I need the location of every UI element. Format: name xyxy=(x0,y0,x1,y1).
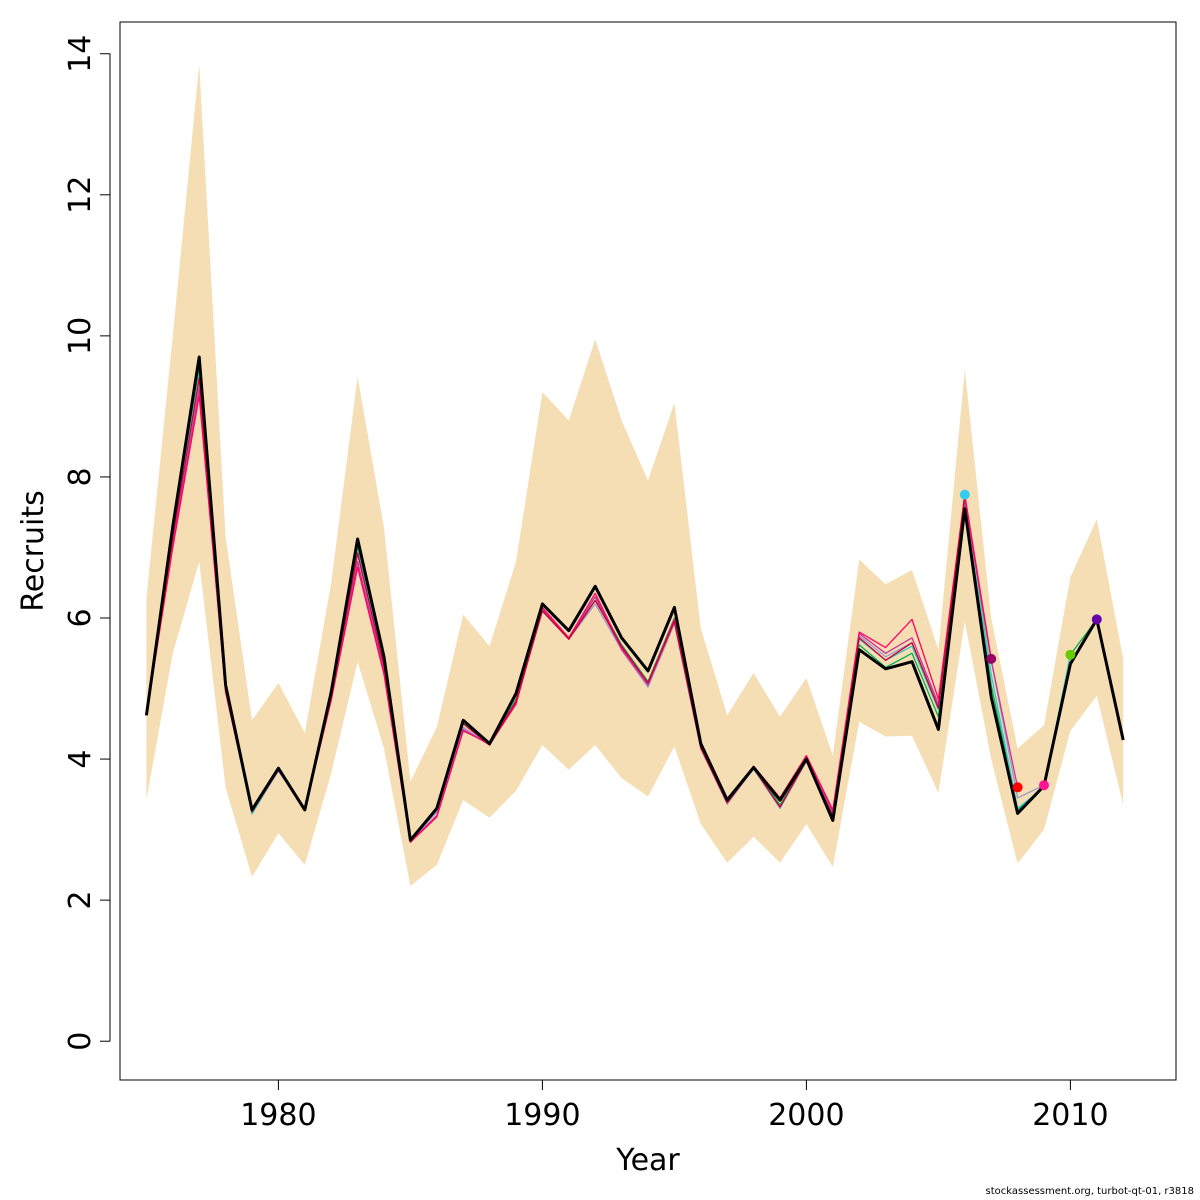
terminal-point-2006 xyxy=(959,489,970,500)
y-axis: 0 2 4 6 8 10 12 14 xyxy=(63,35,111,1051)
y-tick-label-12: 12 xyxy=(63,176,98,214)
series-layer xyxy=(144,355,1125,843)
terminal-point-2010 xyxy=(1065,649,1076,660)
x-tick-label-1990: 1990 xyxy=(504,1098,580,1133)
x-tick-label-2000: 2000 xyxy=(768,1098,844,1133)
plot-frame xyxy=(119,21,1177,1081)
terminal-point-2007 xyxy=(986,653,997,664)
y-tick-label-2: 2 xyxy=(63,891,98,910)
terminal-point-2011 xyxy=(1091,614,1102,625)
x-tick-label-1980: 1980 xyxy=(240,1098,316,1133)
y-tick-label-10: 10 xyxy=(63,317,98,355)
x-tick-label-2010: 2010 xyxy=(1032,1098,1108,1133)
y-tick-label-6: 6 xyxy=(63,608,98,627)
final-series-line xyxy=(144,355,1125,842)
x-axis: 1980 1990 2000 2010 xyxy=(240,1080,1109,1133)
terminal-points-layer xyxy=(959,489,1102,793)
confidence-band-layer xyxy=(146,64,1124,887)
y-tick-label-4: 4 xyxy=(63,750,98,769)
y-tick-label-8: 8 xyxy=(63,467,98,486)
footer-note: stockassessment.org, turbot-qt-01, r3818 xyxy=(985,1186,1194,1197)
axes-layer xyxy=(119,21,1177,1081)
terminal-point-2008 xyxy=(1012,782,1023,793)
y-tick-label-0: 0 xyxy=(63,1032,98,1051)
terminal-point-2009 xyxy=(1039,780,1049,791)
x-axis-title: Year xyxy=(615,1143,680,1178)
y-axis-title: Recruits xyxy=(16,490,51,612)
confidence-band xyxy=(146,64,1124,887)
y-tick-label-14: 14 xyxy=(63,35,98,73)
